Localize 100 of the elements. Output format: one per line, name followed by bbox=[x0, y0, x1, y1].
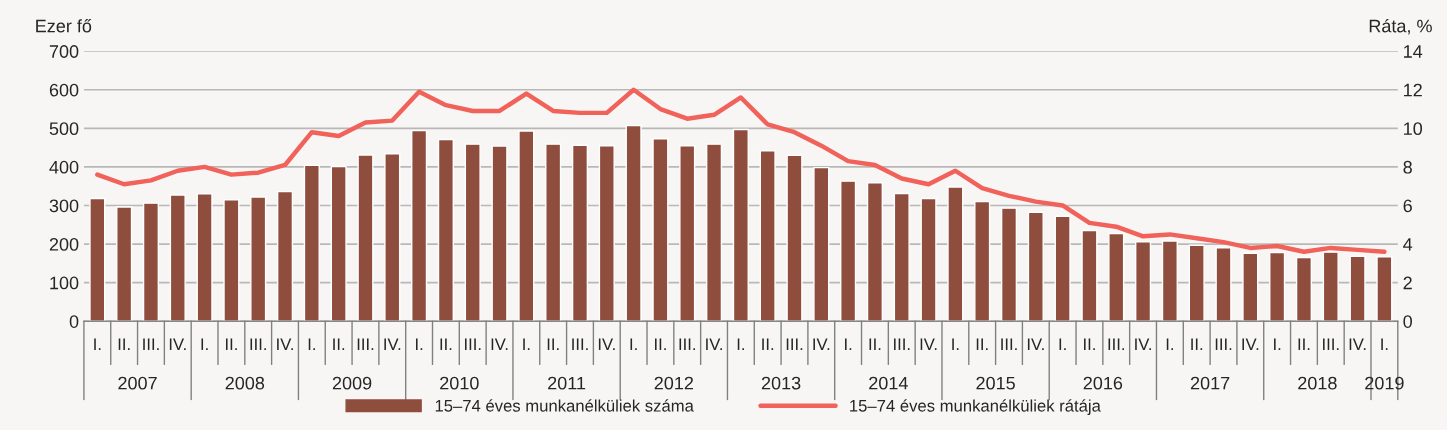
bar bbox=[1188, 244, 1205, 322]
bar bbox=[250, 196, 267, 322]
y2-tick-label: 14 bbox=[1404, 45, 1423, 58]
bar bbox=[276, 190, 294, 322]
bar bbox=[598, 144, 615, 322]
x-tick-label: III. bbox=[357, 338, 374, 350]
x-tick-label: III. bbox=[1001, 338, 1017, 350]
x-tick-label: IV. bbox=[1027, 338, 1044, 350]
y2-tick-label: 6 bbox=[1403, 199, 1412, 213]
text: 2012 bbox=[654, 376, 694, 390]
bar bbox=[491, 145, 508, 322]
y-tick-label: 600 bbox=[49, 83, 79, 97]
text: 2017 bbox=[1190, 376, 1230, 390]
bar bbox=[142, 202, 160, 322]
bar bbox=[625, 124, 642, 322]
x-tick-label: I. bbox=[523, 338, 530, 350]
x-tick-label: I. bbox=[952, 338, 959, 350]
bar bbox=[1135, 241, 1152, 322]
bar bbox=[1054, 215, 1071, 322]
x-tick-label: II. bbox=[1084, 338, 1095, 350]
bar bbox=[411, 129, 428, 322]
x-tick-label: III. bbox=[465, 338, 481, 350]
x-tick-label: IV. bbox=[1242, 338, 1259, 350]
bar bbox=[330, 165, 347, 322]
y2-tick-label: 8 bbox=[1403, 160, 1412, 174]
x-tick-label: I. bbox=[845, 338, 852, 350]
x-tick-label: II. bbox=[976, 338, 988, 350]
x-tick-label: IV. bbox=[1349, 338, 1366, 350]
x-tick-label: I. bbox=[1274, 338, 1281, 350]
bar bbox=[1349, 255, 1366, 322]
x-tick-label: III. bbox=[894, 338, 910, 350]
text: 2016 bbox=[1083, 376, 1123, 390]
bar bbox=[196, 193, 213, 322]
x-tick-label: III. bbox=[1323, 338, 1339, 350]
x-tick-label: IV. bbox=[277, 338, 293, 350]
x-tick-label: II. bbox=[333, 338, 345, 350]
x-tick-label: II. bbox=[869, 338, 881, 350]
bar bbox=[518, 130, 535, 322]
bar bbox=[813, 166, 830, 322]
y2-tick-label: 10 bbox=[1404, 122, 1423, 136]
x-tick-label: I. bbox=[630, 338, 637, 350]
text: 2011 bbox=[548, 376, 586, 390]
bar bbox=[437, 138, 454, 322]
x-tick-label: IV. bbox=[920, 338, 937, 350]
y2-tick-label: 4 bbox=[1403, 238, 1413, 251]
x-tick-label: III. bbox=[679, 338, 695, 350]
line-series bbox=[95, 87, 1387, 254]
text: 2013 bbox=[761, 376, 801, 390]
x-tick-label: II. bbox=[547, 338, 559, 350]
x-tick-label: IV. bbox=[491, 338, 508, 350]
text: 2007 bbox=[118, 376, 157, 390]
bar bbox=[974, 200, 991, 322]
x-tick-label: IV. bbox=[384, 338, 401, 350]
bar bbox=[732, 128, 749, 322]
x-tick-label: III. bbox=[1215, 338, 1232, 350]
y-axis-title: Ezer fő bbox=[36, 18, 92, 33]
x-tick-label: I. bbox=[1381, 338, 1388, 350]
bar bbox=[786, 154, 803, 322]
y-tick-label: 100 bbox=[50, 276, 79, 290]
bar bbox=[679, 144, 696, 322]
bar bbox=[169, 194, 186, 322]
x-tick-label: II. bbox=[118, 338, 130, 350]
bar bbox=[652, 138, 669, 322]
text: 2008 bbox=[225, 376, 265, 390]
bar bbox=[920, 197, 937, 322]
x-tick-label: I. bbox=[737, 338, 744, 350]
bar bbox=[1269, 251, 1286, 322]
x-tick-label: IV. bbox=[1135, 338, 1151, 350]
bar bbox=[1000, 207, 1018, 322]
x-tick-label: II. bbox=[440, 338, 452, 350]
y2-tick-label: 2 bbox=[1403, 276, 1412, 290]
bar bbox=[947, 186, 964, 322]
x-tick-label: I. bbox=[308, 338, 315, 350]
bar bbox=[840, 180, 857, 322]
bar bbox=[571, 144, 589, 322]
bar bbox=[464, 143, 481, 322]
x-tick-label: III. bbox=[1108, 338, 1124, 350]
x-tick-label: IV. bbox=[169, 338, 186, 350]
bar bbox=[89, 197, 106, 322]
bar bbox=[893, 192, 910, 322]
x-tick-label: IV. bbox=[813, 338, 830, 350]
bar bbox=[866, 182, 884, 322]
x-tick-label: I. bbox=[201, 338, 208, 350]
x-tick-label: III. bbox=[143, 338, 159, 350]
y2-tick-label: 12 bbox=[1404, 83, 1422, 97]
x-tick-label: I. bbox=[416, 338, 423, 350]
text: 2010 bbox=[440, 376, 479, 390]
text: 2019 bbox=[1365, 376, 1404, 390]
x-tick-label: I. bbox=[1166, 338, 1173, 350]
x-tick-label: II. bbox=[655, 338, 666, 350]
y-tick-label: 700 bbox=[49, 45, 79, 58]
x-tick-label: IV. bbox=[706, 338, 722, 350]
y2-axis-title: Ráta, % bbox=[1369, 18, 1432, 35]
x-tick-label: II. bbox=[226, 338, 237, 350]
bar bbox=[1081, 229, 1098, 322]
bar bbox=[303, 164, 320, 322]
bar bbox=[1215, 247, 1232, 322]
bar bbox=[1161, 240, 1178, 322]
x-tick-label: II. bbox=[1191, 338, 1203, 350]
y-tick-label: 400 bbox=[49, 160, 79, 174]
